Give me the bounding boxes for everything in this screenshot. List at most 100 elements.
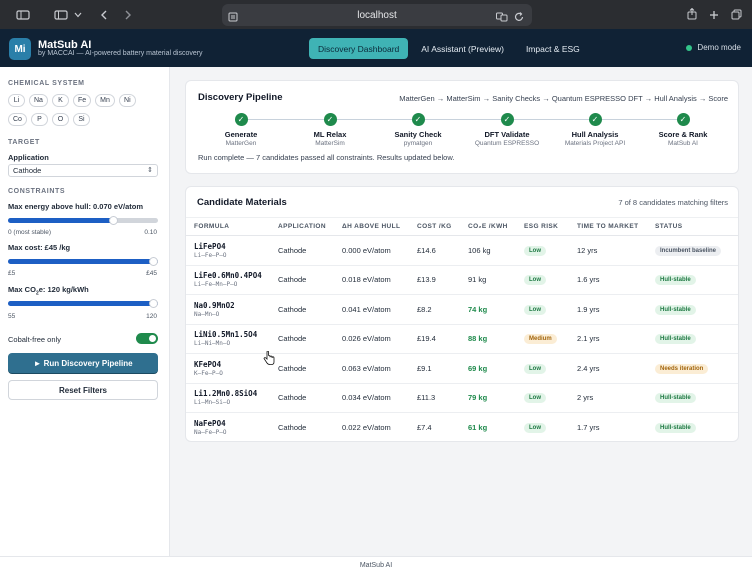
new-tab-icon[interactable] (709, 7, 719, 25)
candidates-table: FORMULA APPLICATION ΔH ABOVE HULL COST /… (186, 217, 738, 441)
formula-text: Na0.9MnO2 (194, 300, 235, 310)
element-chip-fe[interactable]: Fe (72, 94, 92, 107)
tab-impact-esg[interactable]: Impact & ESG (525, 43, 580, 54)
demo-mode-label: Demo mode (697, 43, 741, 52)
cost-slider[interactable] (8, 257, 158, 266)
application-label: Application (8, 153, 49, 162)
application-select[interactable]: Cathode ⇕ (8, 164, 158, 177)
table-row[interactable]: LiFe0.6Mn0.4PO4 Li–Fe–Mn–P–O Cathode 0.018 … (186, 265, 738, 295)
check-icon: ✓ (234, 113, 248, 126)
reload-icon[interactable] (514, 9, 524, 27)
cell-co2: 106 kg (460, 235, 516, 266)
cell-hull: 0.034 eV/atom (334, 383, 409, 413)
tab-overview-icon[interactable] (54, 9, 68, 20)
cell-status: Hull-stable (647, 383, 738, 413)
pipeline-connector (241, 119, 683, 120)
check-icon: ✓ (676, 113, 690, 126)
cell-application: Cathode (270, 265, 334, 295)
col-time-to-market[interactable]: TIME TO MARKET (569, 217, 647, 236)
element-chip-k[interactable]: K (51, 94, 69, 107)
cell-co2: 69 kg (460, 353, 516, 384)
cobalt-free-toggle[interactable] (136, 333, 158, 344)
status-badge: Hull-stable (655, 334, 696, 345)
status-badge: Hull-stable (655, 393, 696, 404)
check-icon: ✓ (588, 113, 602, 126)
cell-formula: LiFePO4 Li–Fe–P–O (186, 235, 270, 266)
element-chip-ni[interactable]: Ni (118, 94, 136, 107)
step-tool: Quantum ESPRESSO (474, 140, 540, 147)
co2-slider-thumb[interactable] (149, 299, 158, 308)
cell-cost: £8.2 (409, 294, 460, 325)
pipeline-status-message: Run complete — 7 candidates passed all c… (198, 153, 455, 162)
cell-hull: 0.063 eV/atom (334, 353, 409, 384)
forward-icon[interactable] (124, 10, 132, 20)
cell-application: Cathode (270, 383, 334, 413)
table-row[interactable]: Li1.2Mn0.8SiO4 Li–Mn–Si–O Cathode 0.034 eV/… (186, 383, 738, 413)
tabs-overview-icon[interactable] (731, 7, 742, 25)
select-arrows-icon: ⇕ (147, 167, 153, 174)
share-icon[interactable] (687, 7, 697, 25)
cell-time-to-market: 1.6 yrs (569, 265, 647, 295)
candidates-count: 7 of 8 candidates matching filters (618, 198, 728, 207)
co2-min-label: 55 (8, 313, 16, 320)
cell-application: Cathode (270, 294, 334, 325)
elements-text: Li–Fe–Mn–P–O (194, 281, 238, 289)
step-ml-relax: ✓ ML Relax MatterSim (285, 113, 375, 147)
col-hull[interactable]: ΔH ABOVE HULL (334, 217, 409, 236)
cell-hull: 0.018 eV/atom (334, 265, 409, 295)
back-icon[interactable] (100, 10, 108, 20)
cost-slider-thumb[interactable] (149, 257, 158, 266)
elements-text: Li–Fe–P–O (194, 251, 227, 259)
table-row[interactable]: KFePO4 K–Fe–P–O Cathode 0.063 eV/atom £9.1 69… (186, 353, 738, 384)
run-pipeline-button[interactable]: ► Run Discovery Pipeline (8, 353, 158, 373)
element-chip-li[interactable]: Li (8, 94, 25, 107)
co2-slider[interactable] (8, 299, 158, 308)
elements-text: Li–Mn–Si–O (194, 399, 231, 407)
col-application[interactable]: APPLICATION (270, 217, 334, 236)
hull-slider[interactable] (8, 216, 158, 225)
step-tool: MatSub AI (668, 140, 698, 147)
footer: MatSub AI (0, 556, 752, 573)
formula-text: KFePO4 (194, 359, 222, 369)
cell-status: Hull-stable (647, 265, 738, 295)
col-status[interactable]: STATUS (647, 217, 738, 236)
elements-text: Li–Ni–Mn–O (194, 340, 231, 348)
tab-discovery-dashboard[interactable]: Discovery Dashboard (309, 38, 409, 59)
element-chip-mn[interactable]: Mn (95, 94, 115, 107)
hull-slider-thumb[interactable] (109, 216, 118, 225)
chevron-down-icon[interactable] (74, 12, 82, 18)
table-row[interactable]: LiNi0.5Mn1.5O4 Li–Ni–Mn–O Cathode 0.026 eV/… (186, 324, 738, 354)
cell-application: Cathode (270, 412, 334, 441)
url-text: localhost (357, 9, 397, 21)
cell-application: Cathode (270, 324, 334, 354)
sidebar-toggle-icon[interactable] (16, 9, 30, 20)
address-bar[interactable]: localhost (222, 4, 532, 26)
element-chip-p[interactable]: P (30, 113, 48, 126)
esg-badge: Medium (524, 334, 557, 345)
step-name: Sanity Check (394, 130, 442, 139)
sidebar: CHEMICAL SYSTEM Li Na K Fe Mn Ni Co P O … (0, 67, 170, 556)
status-badge: Needs iteration (655, 363, 709, 374)
col-cost[interactable]: COST /KG (409, 217, 460, 236)
translate-icon[interactable] (496, 9, 508, 27)
col-esg[interactable]: ESG RISK (516, 217, 569, 236)
element-chip-o[interactable]: O (51, 113, 69, 126)
table-row[interactable]: LiFePO4 Li–Fe–P–O Cathode 0.000 eV/atom £14.… (186, 235, 738, 266)
cell-esg: Low (516, 412, 569, 441)
page-menu-icon[interactable] (228, 9, 238, 27)
element-chip-si[interactable]: Si (72, 113, 90, 126)
element-chip-co[interactable]: Co (8, 113, 27, 126)
col-co2[interactable]: CO₂E /KWH (460, 217, 516, 236)
reset-filters-button[interactable]: Reset Filters (8, 380, 158, 400)
esg-badge: Low (524, 304, 546, 315)
cell-time-to-market: 1.7 yrs (569, 412, 647, 441)
check-icon: ✓ (500, 113, 514, 126)
col-formula[interactable]: FORMULA (186, 217, 270, 236)
tab-ai-assistant[interactable]: AI Assistant (Preview) (421, 43, 504, 54)
elements-text: Na–Mn–O (194, 310, 220, 318)
demo-mode-indicator: Demo mode (686, 43, 741, 52)
table-row[interactable]: Na0.9MnO2 Na–Mn–O Cathode 0.041 eV/atom £8.2… (186, 294, 738, 325)
table-row[interactable]: NaFePO4 Na–Fe–P–O Cathode 0.022 eV/atom £7.4… (186, 412, 738, 441)
main-nav: Discovery Dashboard AI Assistant (Previe… (309, 38, 589, 59)
element-chip-na[interactable]: Na (29, 94, 48, 107)
